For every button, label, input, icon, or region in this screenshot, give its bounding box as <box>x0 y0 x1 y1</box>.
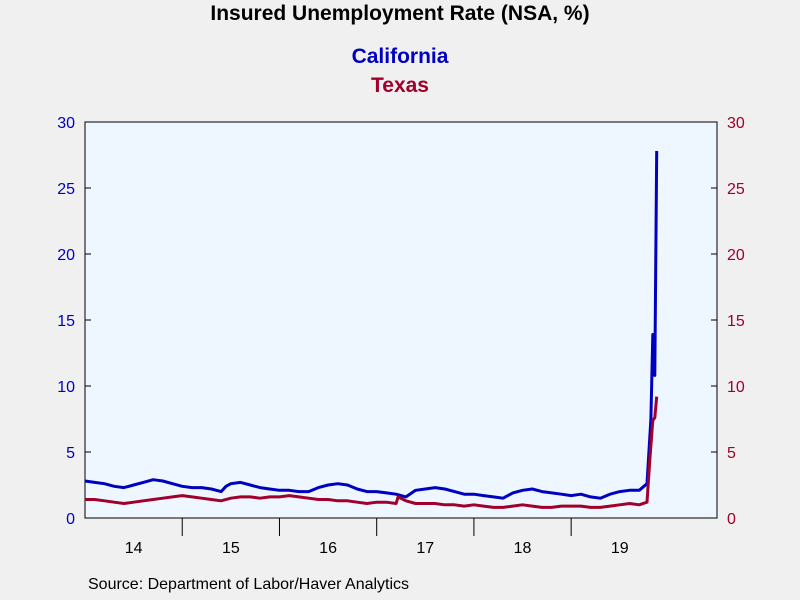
y-right-tick-label: 15 <box>727 313 745 330</box>
x-tick-label: 18 <box>514 540 532 557</box>
y-right-tick-label: 0 <box>727 511 736 528</box>
y-left-tick-label: 10 <box>57 379 75 396</box>
right-axis: 0 5 10 15 20 25 30 <box>711 115 745 528</box>
legend-california: California <box>351 45 449 68</box>
series-line-california <box>84 150 659 500</box>
plot-area <box>84 121 718 519</box>
y-left-tick-label: 30 <box>57 115 75 132</box>
x-tick-label: 17 <box>416 540 434 557</box>
y-right-tick-label: 25 <box>727 181 745 198</box>
source-note: Source: Department of Labor/Haver Analyt… <box>88 576 410 593</box>
y-left-tick-label: 25 <box>57 181 75 198</box>
y-left-tick-label: 20 <box>57 247 75 264</box>
series-lines <box>84 150 659 509</box>
chart-title: Insured Unemployment Rate (NSA, %) <box>210 2 590 25</box>
legend-texas: Texas <box>371 74 429 97</box>
series-line-texas <box>85 396 659 509</box>
y-right-tick-label: 20 <box>727 247 745 264</box>
x-tick-label: 16 <box>319 540 337 557</box>
x-axis: 14 15 16 17 18 19 <box>125 518 629 557</box>
y-left-tick-label: 15 <box>57 313 75 330</box>
x-tick-label: 14 <box>125 540 143 557</box>
y-right-tick-label: 5 <box>727 445 736 462</box>
y-left-tick-label: 0 <box>66 511 75 528</box>
x-tick-label: 19 <box>611 540 629 557</box>
y-left-tick-label: 5 <box>66 445 75 462</box>
y-right-tick-label: 30 <box>727 115 745 132</box>
left-axis: 0 5 10 15 20 25 30 <box>57 115 91 528</box>
x-tick-label: 15 <box>222 540 240 557</box>
y-right-tick-label: 10 <box>727 379 745 396</box>
